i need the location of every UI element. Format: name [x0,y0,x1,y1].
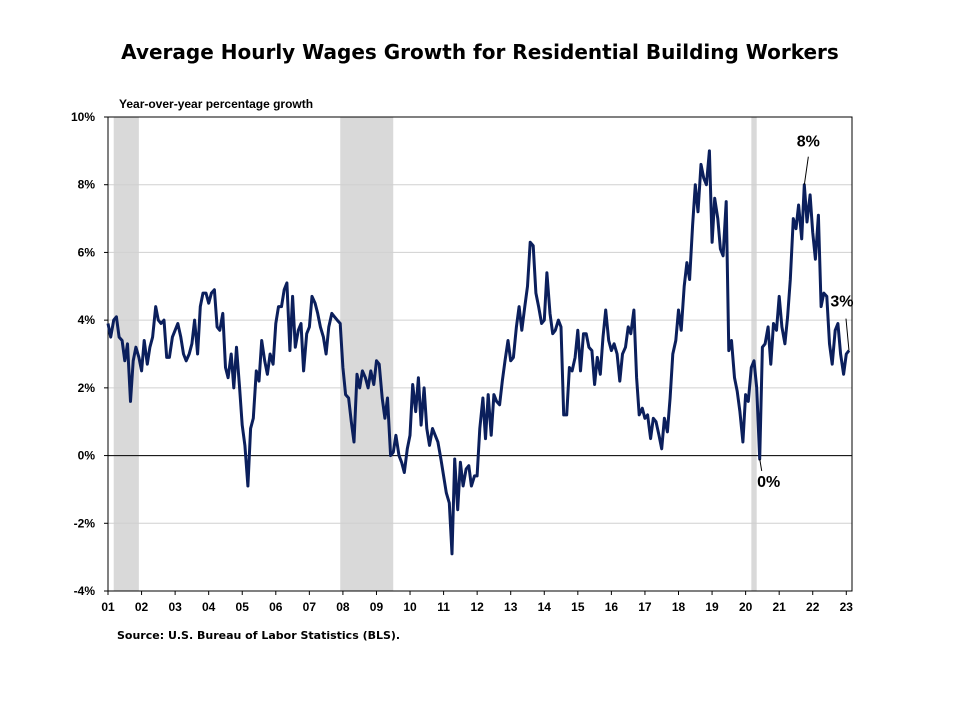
annotation-leader [803,156,809,185]
x-tick-label: 22 [806,600,820,614]
x-tick-label: 12 [470,600,484,614]
annotation-leader [845,318,850,351]
recession-band-3 [751,117,757,591]
x-tick-label: 11 [437,600,450,614]
annotation-leader [759,458,763,472]
y-tick-label: 10% [71,110,95,124]
x-tick-label: 02 [135,600,149,614]
plot-frame [107,116,853,592]
x-tick-label: 05 [236,600,250,614]
y-tick-label: -2% [74,516,96,530]
series-line-1 [106,149,851,556]
x-tick-label: 08 [336,600,350,614]
x-tick-label: 13 [504,600,518,614]
x-tick-label: 04 [202,600,216,614]
x-tick-label: 15 [571,600,585,614]
y-tick-label: 4% [78,313,96,327]
source-note: Source: U.S. Bureau of Labor Statistics … [117,629,401,642]
x-tick-label: 06 [269,600,283,614]
x-tick-label: 10 [403,600,417,614]
y-axis-label: Year-over-year percentage growth [119,97,314,111]
y-tick-label: 0% [78,449,96,463]
x-tick-label: 20 [739,600,753,614]
y-tick-label: 2% [78,381,96,395]
x-axis-ticks: 01 02 03 04 05 06 07 08 09 10 11 12 13 14 15 16 17 18 19 20… [101,591,853,614]
x-tick-label: 16 [605,600,619,614]
gridlines [108,184,852,524]
y-tick-label: -4% [74,584,96,598]
recession-bands [113,117,757,591]
x-tick-label: 21 [772,600,786,614]
x-tick-label: 09 [370,600,384,614]
x-tick-label: 17 [638,600,652,614]
x-tick-label: 03 [168,600,182,614]
x-tick-label: 18 [672,600,686,614]
x-tick-label: 01 [101,600,115,614]
x-tick-label: 14 [538,600,552,614]
x-tick-label: 19 [705,600,719,614]
series-layer [106,149,851,556]
x-tick-label: 07 [303,600,317,614]
annotation-label: 0% [757,474,780,491]
annotation-label: 8% [797,134,820,151]
y-axis-ticks: -4% -2% 0% 2% 4% 6% 8% 10% [71,110,108,598]
annotation-label: 3% [830,294,853,311]
annotations: 8% 0% 3% [757,134,853,491]
x-tick-label: 23 [840,600,854,614]
y-tick-label: 6% [78,245,96,259]
chart-title: Average Hourly Wages Growth for Resident… [121,40,839,64]
y-tick-label: 8% [78,178,96,192]
recession-band-2 [340,117,394,591]
